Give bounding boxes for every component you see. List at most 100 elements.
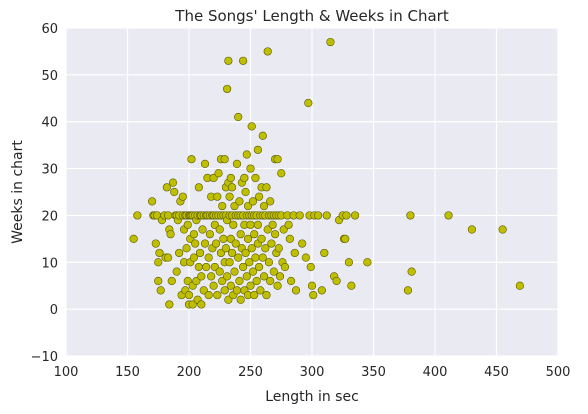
data-point xyxy=(243,201,253,211)
x-tick-label: 150 xyxy=(115,365,140,380)
x-tick-label: 100 xyxy=(54,365,79,380)
data-point xyxy=(202,262,211,272)
data-point xyxy=(403,286,413,295)
data-point xyxy=(231,239,240,248)
data-point xyxy=(227,248,237,258)
data-point xyxy=(224,295,233,304)
data-point xyxy=(210,262,219,272)
data-point xyxy=(214,169,223,178)
data-point xyxy=(226,173,235,183)
data-point xyxy=(322,211,331,220)
data-point xyxy=(280,262,290,272)
data-point xyxy=(363,258,372,267)
data-point xyxy=(211,239,221,248)
data-point xyxy=(342,211,351,220)
data-point xyxy=(239,56,248,65)
data-point xyxy=(320,248,329,258)
data-point xyxy=(273,155,282,164)
data-point xyxy=(250,290,259,300)
grid-lines xyxy=(65,27,559,357)
data-point xyxy=(189,230,199,239)
data-point xyxy=(235,197,244,206)
data-point xyxy=(175,248,184,258)
data-point xyxy=(298,239,307,248)
data-point xyxy=(344,258,354,267)
x-tick-label: 450 xyxy=(484,365,509,380)
y-tick-label: 50 xyxy=(41,69,58,84)
data-point xyxy=(242,150,251,159)
data-point xyxy=(261,244,270,253)
data-point xyxy=(326,37,335,47)
data-point xyxy=(226,281,235,290)
data-point xyxy=(242,272,251,281)
data-point xyxy=(225,192,234,201)
data-point xyxy=(168,178,178,187)
y-tick-label: 10 xyxy=(41,256,58,271)
data-point xyxy=(258,253,267,262)
data-point xyxy=(151,239,160,248)
data-point xyxy=(347,281,356,290)
x-tick-labels: 100 150 200 250 300 350 400 450 500 xyxy=(54,365,571,380)
x-tick-label: 300 xyxy=(300,365,325,380)
data-point xyxy=(498,225,507,234)
data-point xyxy=(221,244,230,253)
data-point xyxy=(209,281,218,290)
data-point xyxy=(232,286,242,295)
data-point xyxy=(234,112,243,122)
data-point xyxy=(253,220,262,229)
data-point xyxy=(239,262,248,272)
data-point xyxy=(188,300,197,309)
data-point xyxy=(248,267,258,276)
data-point xyxy=(306,262,315,272)
data-point xyxy=(271,230,280,239)
data-point xyxy=(162,183,171,192)
data-point xyxy=(213,290,222,300)
data-point xyxy=(301,253,310,262)
data-point xyxy=(251,173,260,183)
data-point xyxy=(198,225,207,234)
data-point xyxy=(183,220,192,229)
data-point xyxy=(183,276,192,286)
y-tick-label: 60 xyxy=(41,22,58,37)
data-point xyxy=(263,225,272,234)
data-point xyxy=(246,220,255,229)
data-point xyxy=(194,183,203,192)
data-point xyxy=(304,98,313,108)
data-point xyxy=(263,47,272,56)
data-point xyxy=(307,281,317,290)
data-point xyxy=(163,253,173,262)
data-point xyxy=(204,290,213,300)
data-point xyxy=(133,211,142,220)
data-point xyxy=(467,225,477,234)
data-point xyxy=(166,230,175,239)
data-point xyxy=(148,197,157,206)
data-point xyxy=(220,155,229,164)
data-point xyxy=(259,272,269,281)
data-point xyxy=(241,248,250,258)
data-point xyxy=(172,267,181,276)
data-point xyxy=(154,276,163,286)
y-tick-label: 20 xyxy=(41,209,58,224)
data-point xyxy=(264,258,274,267)
data-point xyxy=(257,234,266,243)
data-point xyxy=(225,258,234,267)
y-tick-label: 30 xyxy=(41,163,58,178)
data-point xyxy=(210,220,219,229)
data-point xyxy=(246,164,255,173)
data-point xyxy=(224,56,233,65)
data-point xyxy=(235,276,244,286)
data-point xyxy=(197,272,206,281)
x-tick-label: 400 xyxy=(423,365,448,380)
x-tick-label: 500 xyxy=(546,365,571,380)
data-point xyxy=(178,192,187,201)
data-point xyxy=(230,201,239,211)
data-point xyxy=(515,281,524,290)
data-point xyxy=(250,230,259,239)
data-point xyxy=(129,234,138,243)
data-point xyxy=(309,290,318,300)
data-point xyxy=(277,169,286,178)
data-point xyxy=(204,253,213,262)
data-point xyxy=(184,290,194,300)
data-point xyxy=(273,281,282,290)
data-point xyxy=(236,295,245,304)
